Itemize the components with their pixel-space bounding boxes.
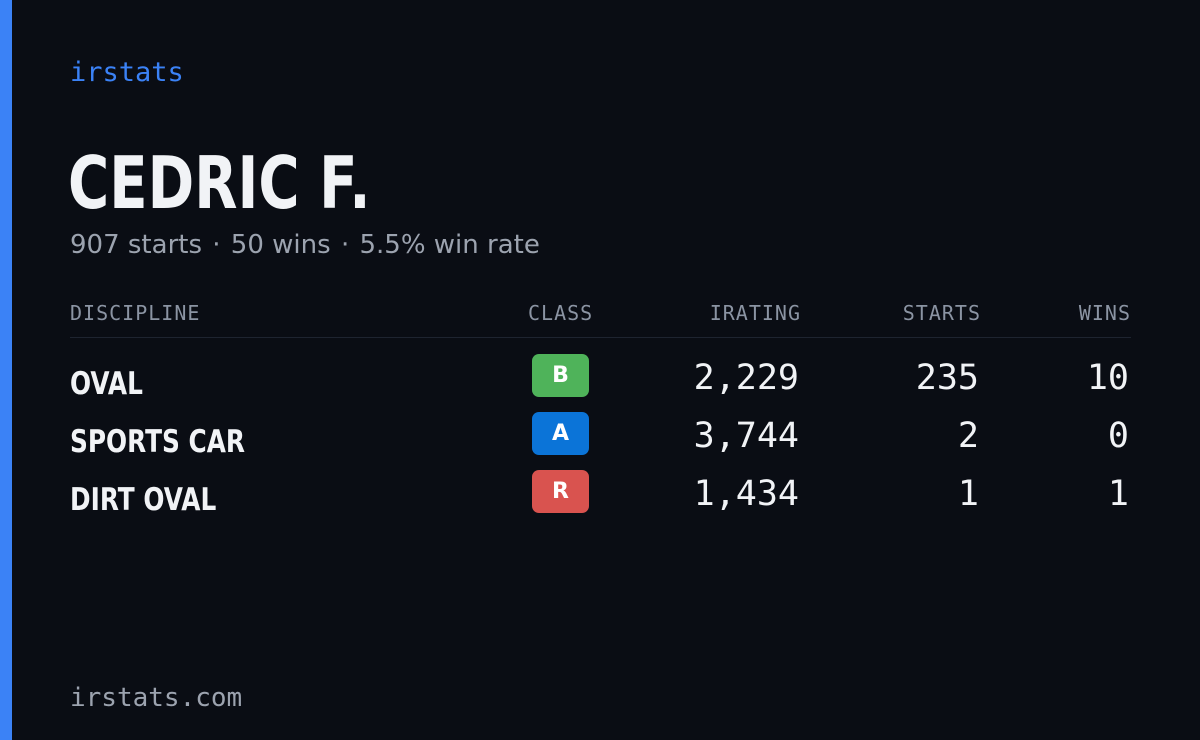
- summary-separator: ·: [340, 230, 350, 260]
- driver-name: CEDRIC F.: [68, 141, 371, 225]
- starts-value: 2: [957, 416, 979, 456]
- license-class-badge: A: [532, 412, 589, 455]
- irating-value: 2,229: [693, 358, 799, 398]
- summary-wins: 50 wins: [230, 230, 331, 260]
- license-class-badge: B: [532, 354, 589, 397]
- header-wins: WINS: [1078, 301, 1131, 325]
- header-irating: IRATING: [709, 301, 801, 325]
- summary-win-rate: 5.5% win rate: [359, 230, 540, 260]
- wins-value: 1: [1107, 474, 1129, 514]
- summary-separator: ·: [212, 230, 221, 260]
- table-row: DIRT OVAL R 1,434 1 1: [70, 464, 1131, 522]
- stats-table-header: DISCIPLINE CLASS IRATING STARTS WINS: [70, 300, 1131, 338]
- irating-value: 1,434: [693, 474, 799, 514]
- footer-url[interactable]: irstats.com: [70, 683, 243, 713]
- discipline-name: DIRT OVAL: [70, 482, 217, 518]
- discipline-name: OVAL: [70, 366, 143, 402]
- header-discipline: DISCIPLINE: [70, 301, 201, 325]
- accent-bar: [0, 0, 12, 740]
- brand-logo-text: irstats: [70, 57, 184, 88]
- wins-value: 10: [1086, 358, 1129, 398]
- table-row: OVAL B 2,229 235 10: [70, 348, 1131, 406]
- header-starts: STARTS: [902, 301, 981, 325]
- header-class: CLASS: [528, 301, 594, 325]
- starts-value: 235: [915, 358, 979, 398]
- irating-value: 3,744: [693, 416, 799, 456]
- starts-value: 1: [957, 474, 979, 514]
- driver-summary: 907 starts · 50 wins · 5.5% win rate: [70, 228, 540, 262]
- table-row: SPORTS CAR A 3,744 2 0: [70, 406, 1131, 464]
- summary-starts: 907 starts: [70, 230, 202, 260]
- wins-value: 0: [1107, 416, 1129, 456]
- license-class-badge: R: [532, 470, 589, 513]
- discipline-name: SPORTS CAR: [70, 424, 246, 460]
